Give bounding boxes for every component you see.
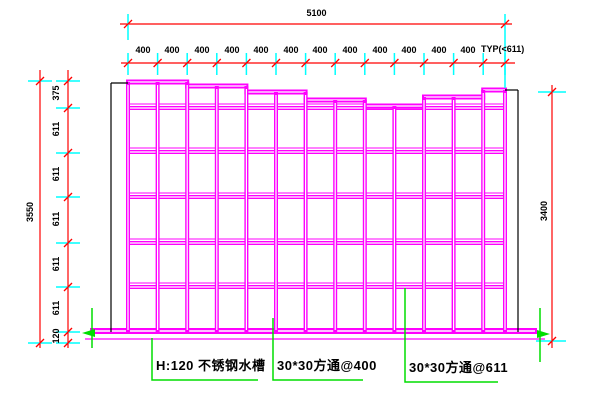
dim-typ-note: TYP(<611) bbox=[481, 44, 525, 54]
dim-left-seg: 375 bbox=[51, 85, 61, 101]
dim-bay: 400 bbox=[164, 45, 180, 55]
dim-bay: 400 bbox=[253, 45, 269, 55]
dim-left-seg: 611 bbox=[51, 211, 61, 227]
dim-left-overall: 3550 bbox=[25, 201, 35, 223]
dim-left-seg: 611 bbox=[51, 300, 61, 316]
dim-bay: 400 bbox=[431, 45, 447, 55]
label-square-tube-611: 30*30方通@611 bbox=[409, 360, 509, 375]
dim-left-seg: 611 bbox=[51, 256, 61, 272]
dim-bay: 400 bbox=[372, 45, 388, 55]
dim-bay: 400 bbox=[283, 45, 299, 55]
dim-left-seg: 611 bbox=[51, 121, 61, 137]
dim-bay: 400 bbox=[224, 45, 240, 55]
dim-right-overall: 3400 bbox=[539, 200, 549, 222]
label-water-trough: H:120 不锈钢水槽 bbox=[156, 358, 266, 373]
dim-left-seg: 611 bbox=[51, 166, 61, 182]
dim-overall-width: 5100 bbox=[306, 8, 327, 18]
dim-bay: 400 bbox=[460, 45, 476, 55]
dim-bay: 400 bbox=[312, 45, 328, 55]
dim-left-seg: 120 bbox=[51, 328, 61, 344]
dim-bay: 400 bbox=[135, 45, 151, 55]
dim-bay: 400 bbox=[342, 45, 358, 55]
dim-bay: 400 bbox=[401, 45, 417, 55]
dim-bay: 400 bbox=[194, 45, 210, 55]
label-square-tube-400: 30*30方通@400 bbox=[277, 358, 377, 373]
